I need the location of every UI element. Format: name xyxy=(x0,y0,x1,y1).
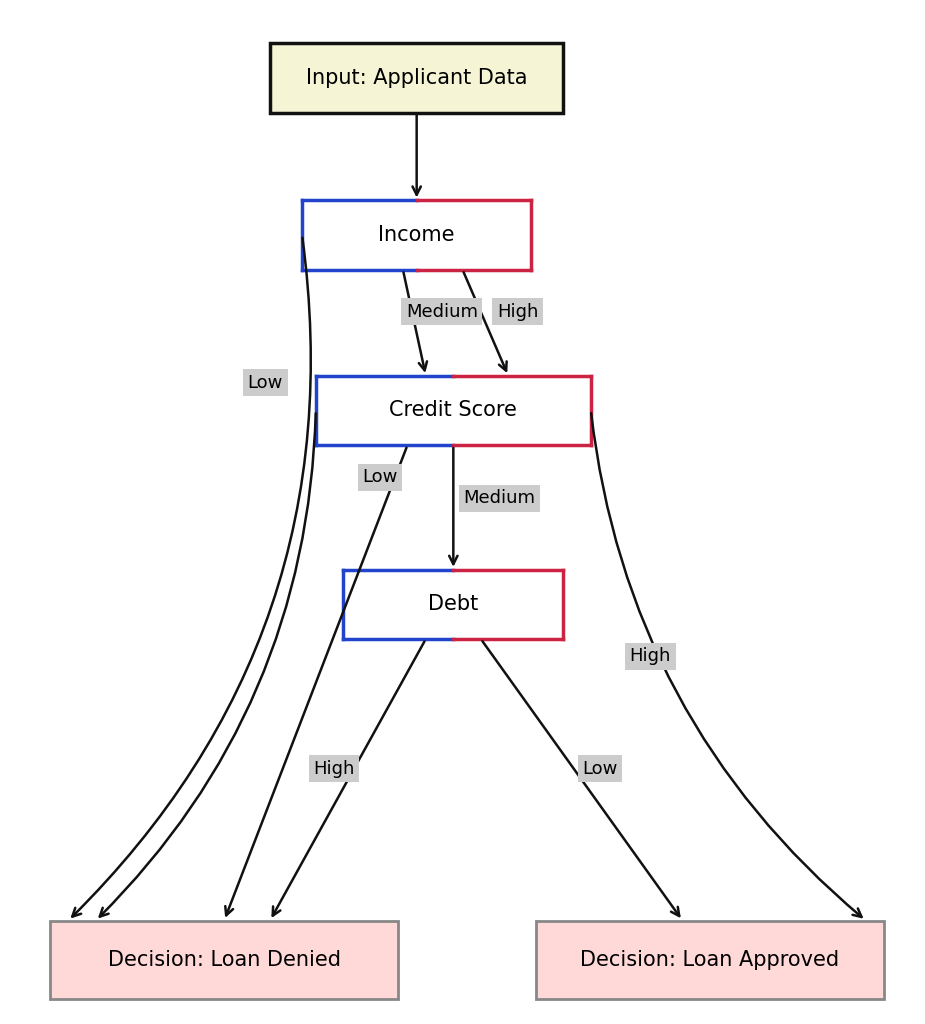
FancyBboxPatch shape xyxy=(536,921,884,999)
Text: Input: Applicant Data: Input: Applicant Data xyxy=(306,68,527,88)
Text: Medium: Medium xyxy=(406,303,478,321)
FancyBboxPatch shape xyxy=(270,43,563,113)
Text: Debt: Debt xyxy=(428,594,478,614)
Text: Credit Score: Credit Score xyxy=(389,400,517,421)
Text: High: High xyxy=(630,647,672,666)
FancyBboxPatch shape xyxy=(50,921,399,999)
Text: Income: Income xyxy=(378,225,455,245)
FancyBboxPatch shape xyxy=(315,376,591,445)
Text: Medium: Medium xyxy=(463,489,536,507)
Text: High: High xyxy=(497,303,538,321)
Text: Low: Low xyxy=(583,760,618,777)
Text: Low: Low xyxy=(363,468,398,486)
Text: Decision: Loan Approved: Decision: Loan Approved xyxy=(581,950,840,970)
Text: High: High xyxy=(314,760,355,777)
Text: Low: Low xyxy=(248,374,283,392)
FancyBboxPatch shape xyxy=(343,569,563,639)
FancyBboxPatch shape xyxy=(302,201,531,269)
Text: Decision: Loan Denied: Decision: Loan Denied xyxy=(107,950,340,970)
